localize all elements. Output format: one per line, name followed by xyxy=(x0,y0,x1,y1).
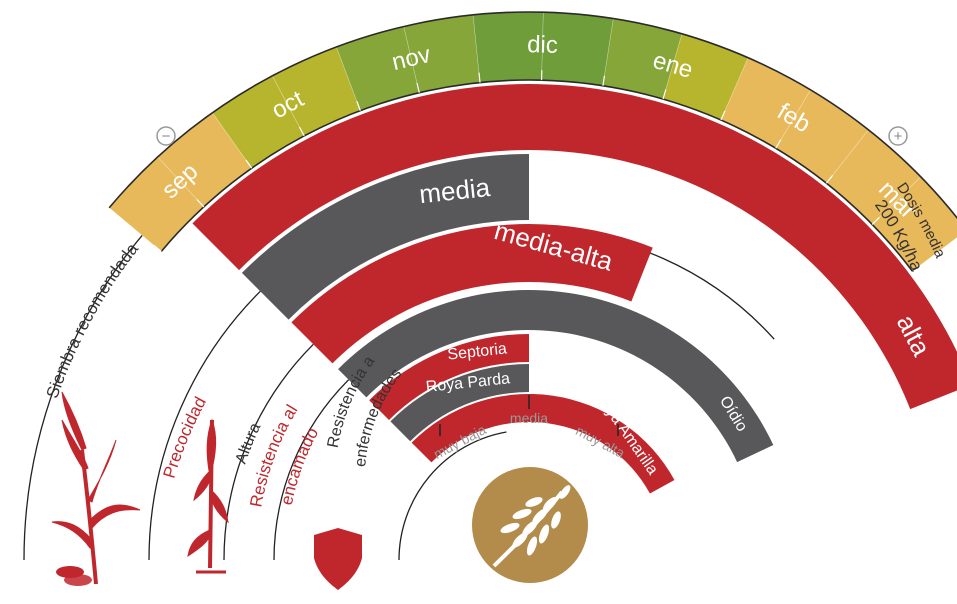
disease-roya-parda-band xyxy=(390,364,529,442)
month-tick xyxy=(356,101,361,111)
month-tick xyxy=(825,175,834,184)
month-tick xyxy=(720,110,726,121)
disease-septoria-value: Septoria xyxy=(447,340,508,363)
guide-arc xyxy=(223,343,314,561)
month-label-dic: dic xyxy=(527,31,558,59)
siembra-title: Siembra recomendada xyxy=(43,239,143,401)
month-tick xyxy=(196,199,205,208)
month-tick xyxy=(662,89,667,100)
scale-label-mid: media xyxy=(510,410,548,426)
month-tick xyxy=(298,126,305,137)
month-tick xyxy=(602,75,606,86)
month-tick xyxy=(911,264,921,272)
guide-arc xyxy=(23,228,149,561)
altura-band xyxy=(241,154,529,320)
plus-symbol: + xyxy=(894,128,903,145)
month-tick xyxy=(478,72,481,83)
month-tick xyxy=(871,216,880,225)
wheat-ear-logo-icon xyxy=(472,467,588,583)
month-tick xyxy=(245,159,253,169)
month-tick xyxy=(153,244,162,252)
growing-plant-icon xyxy=(187,418,229,574)
plus-circle-icon xyxy=(888,126,908,146)
month-ring-edge xyxy=(108,11,957,220)
month-tick xyxy=(416,82,420,93)
month-tick xyxy=(775,139,782,149)
precocidad-band xyxy=(192,84,957,410)
disease-oídio-band xyxy=(338,290,774,463)
minus-symbol: − xyxy=(162,128,171,145)
guide-arc xyxy=(398,431,507,561)
altura-value: media xyxy=(418,172,492,209)
month-ring xyxy=(108,11,957,272)
precocidad-title: Precocidad xyxy=(160,394,211,481)
month-ring-edge xyxy=(160,79,913,272)
disease-roya-amarilla-band xyxy=(411,393,675,494)
guide-arc xyxy=(148,281,271,561)
minus-circle-icon xyxy=(156,126,176,146)
minus-marker: − xyxy=(156,126,176,146)
guide-arc xyxy=(273,379,350,561)
shield-icon xyxy=(314,528,362,590)
wheat-plant-icon xyxy=(51,391,141,586)
encamado-band xyxy=(291,224,653,364)
disease-septoria-band xyxy=(369,334,529,420)
plus-marker: + xyxy=(888,126,908,146)
